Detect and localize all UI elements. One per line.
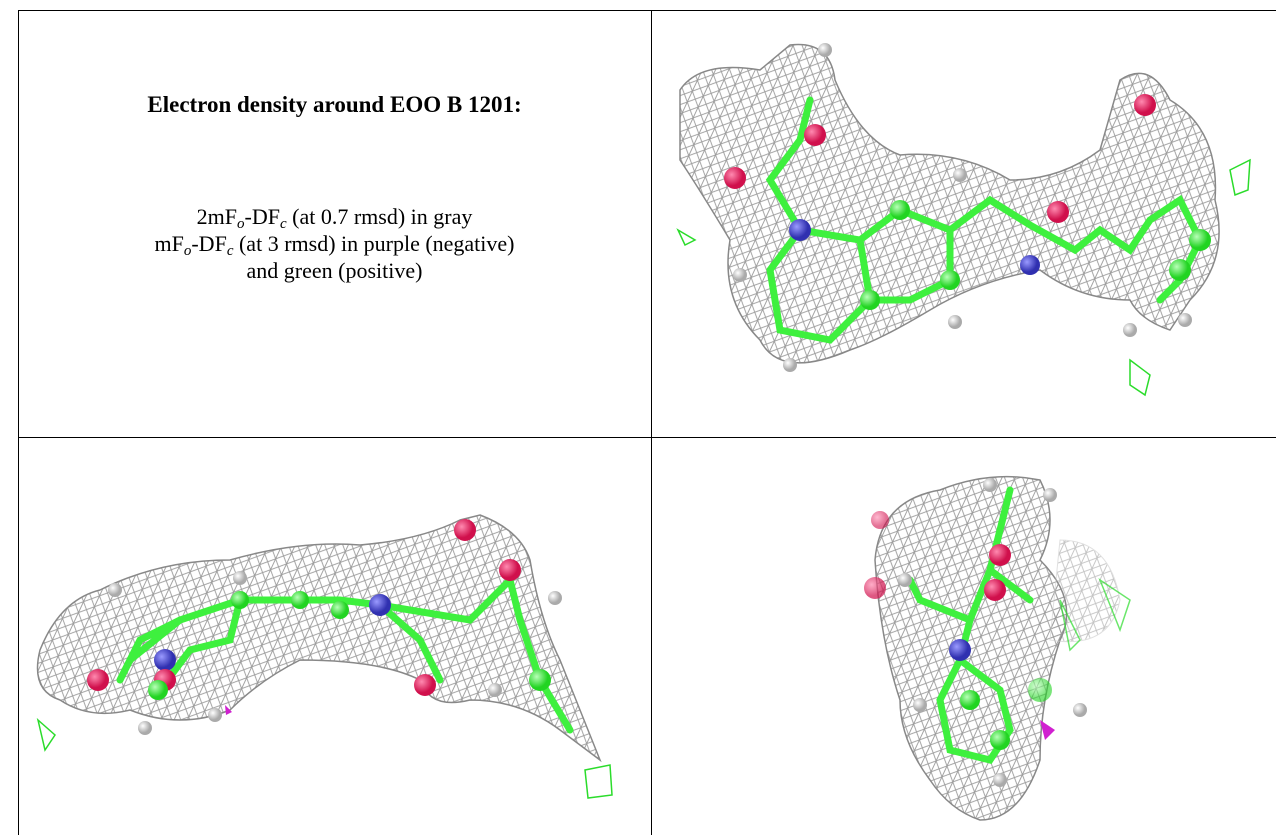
caption-text: 2mF xyxy=(197,204,237,229)
caption-text: mF xyxy=(155,231,184,256)
caption-line: mFo-DFc (at 3 rmsd) in purple (negative) xyxy=(18,230,651,257)
caption-text: -DF xyxy=(245,204,280,229)
figure-title: Electron density around EOO B 1201: xyxy=(18,92,651,118)
caption-text: -DF xyxy=(191,231,226,256)
figure: Electron density around EOO B 1201: 2mFo… xyxy=(0,0,1276,835)
caption-line: 2mFo-DFc (at 0.7 rmsd) in gray xyxy=(18,203,651,230)
caption-text: (at 0.7 rmsd) in gray xyxy=(287,204,473,229)
panels xyxy=(0,0,1276,835)
molecule-view-top-right xyxy=(678,43,1250,395)
caption-text: and green (positive) xyxy=(247,258,423,283)
caption-text: (at 3 rmsd) in purple (negative) xyxy=(233,231,514,256)
molecule-view-bottom-left xyxy=(38,515,613,798)
caption-line: and green (positive) xyxy=(18,257,651,284)
molecule-view-bottom-right xyxy=(864,477,1130,820)
